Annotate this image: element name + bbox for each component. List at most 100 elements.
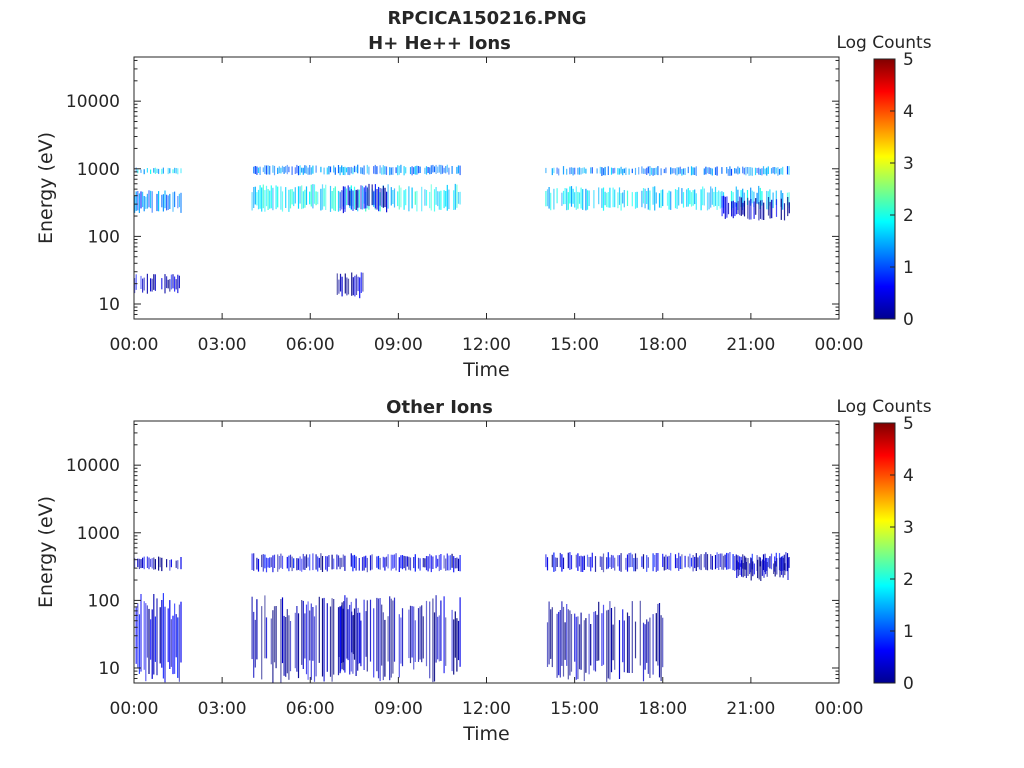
data-streak	[158, 191, 160, 212]
data-streak	[713, 191, 715, 207]
data-streak	[138, 558, 140, 570]
data-streak	[251, 553, 253, 570]
data-streak	[366, 187, 368, 206]
data-streak	[788, 202, 790, 214]
data-streak	[607, 552, 609, 569]
data-streak	[140, 191, 142, 209]
data-streak	[334, 167, 336, 175]
data-streak	[265, 165, 268, 175]
data-streak	[618, 555, 621, 571]
data-streak	[175, 168, 177, 174]
data-streak	[162, 194, 164, 212]
data-streak	[448, 167, 450, 175]
data-streak	[281, 191, 284, 212]
data-streak	[574, 613, 576, 662]
data-streak	[767, 166, 769, 174]
data-streak	[359, 277, 361, 299]
data-streak	[588, 557, 590, 568]
data-streak	[427, 167, 429, 173]
data-streak	[719, 191, 721, 209]
data-streak	[758, 202, 760, 221]
data-streak	[424, 167, 426, 174]
data-streak	[313, 184, 316, 204]
data-streak	[583, 620, 585, 682]
data-streak	[261, 554, 263, 568]
data-streak	[567, 609, 569, 680]
x-tick-label: 03:00	[198, 335, 247, 355]
data-streak	[140, 169, 142, 173]
data-streak	[551, 168, 553, 176]
data-streak	[703, 168, 705, 175]
data-streak	[745, 166, 747, 176]
data-streak	[695, 553, 697, 571]
data-streak	[435, 164, 437, 174]
data-streak	[459, 165, 461, 176]
data-streak	[758, 185, 760, 205]
data-streak	[360, 620, 362, 667]
data-streak	[761, 199, 763, 220]
data-streak	[355, 189, 357, 210]
data-streak	[727, 553, 729, 570]
data-streak	[585, 618, 587, 673]
data-streak	[574, 192, 576, 208]
data-streak	[283, 615, 285, 676]
data-streak	[424, 189, 426, 206]
data-streak	[732, 554, 734, 571]
data-streak	[679, 166, 681, 174]
data-streak	[174, 276, 176, 292]
data-streak	[438, 554, 440, 572]
data-streak	[545, 167, 547, 174]
data-streak	[750, 199, 752, 220]
data-streak	[658, 603, 661, 678]
data-streak	[401, 555, 404, 570]
data-streak	[390, 554, 392, 571]
data-streak	[302, 191, 304, 209]
data-streak	[315, 554, 317, 570]
data-streak	[622, 168, 624, 176]
data-streak	[352, 190, 354, 211]
data-streak	[254, 619, 256, 668]
data-streak	[556, 557, 558, 567]
data-streak	[623, 190, 625, 208]
data-streak	[710, 167, 712, 175]
data-streak	[390, 598, 392, 678]
data-streak	[730, 190, 733, 211]
data-streak	[706, 192, 709, 211]
data-streak	[443, 167, 445, 173]
data-streak	[759, 200, 762, 219]
data-streak	[351, 272, 353, 296]
data-streak	[134, 557, 136, 569]
data-streak	[259, 166, 261, 175]
data-streak	[267, 558, 269, 568]
data-streak	[291, 189, 293, 205]
data-streak	[357, 607, 359, 664]
data-streak	[433, 166, 436, 173]
data-streak	[368, 183, 370, 207]
data-streak	[135, 191, 137, 211]
panel-title: H+ He++ Ions	[368, 33, 511, 54]
data-streak	[626, 612, 629, 673]
data-streak	[708, 192, 710, 210]
data-streak	[644, 624, 646, 670]
data-streak	[700, 554, 702, 571]
data-streak	[166, 276, 168, 289]
data-streak	[137, 558, 139, 568]
data-streak	[405, 556, 407, 571]
data-streak	[602, 553, 605, 573]
data-streak	[361, 557, 364, 571]
data-streak	[546, 557, 549, 571]
data-streak	[393, 188, 396, 208]
colorbar-tick-label: 0	[903, 310, 914, 330]
panel-title: Other Ions	[386, 397, 493, 418]
data-streak	[652, 614, 654, 675]
data-streak	[639, 600, 641, 666]
colorbar-label: Log Counts	[836, 33, 931, 53]
data-streak	[378, 187, 380, 212]
data-streak	[368, 166, 370, 175]
data-streak	[344, 166, 346, 176]
data-streak	[570, 555, 573, 570]
data-streak	[425, 556, 428, 571]
data-streak	[642, 188, 645, 204]
data-streak	[718, 554, 720, 570]
data-streak	[726, 196, 728, 218]
